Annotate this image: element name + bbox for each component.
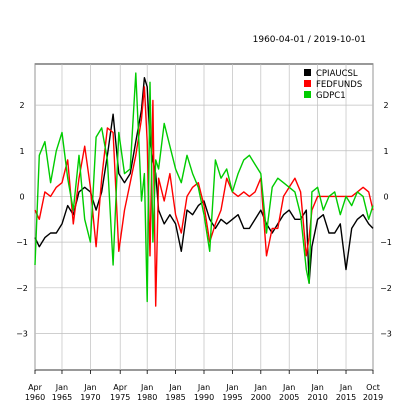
x-tick-year: 2005 <box>279 393 299 402</box>
y-tick-label-left: 0 <box>19 192 24 201</box>
y-tick-label-right: 2 <box>383 101 388 110</box>
y-axis-left: 2 1 0 −1 −2 −3 <box>16 101 28 338</box>
legend-label: CPIAUCSL <box>316 69 358 79</box>
x-tick-year: 2010 <box>307 393 327 402</box>
x-tick-month: Jan <box>197 383 210 392</box>
x-tick-month: Jan <box>339 383 352 392</box>
x-tick-year: 1990 <box>194 393 214 402</box>
y-tick-label-left: −1 <box>16 238 28 247</box>
x-tick-month: Jan <box>310 383 323 392</box>
legend-label: FEDFUNDS <box>316 80 362 90</box>
x-tick-month: Jan <box>168 383 181 392</box>
y-tick-label-left: 1 <box>19 147 24 156</box>
y-tick-label-right: −3 <box>380 329 392 338</box>
x-tick-month: Jan <box>282 383 295 392</box>
x-tick-year: 1965 <box>52 393 72 402</box>
y-tick-label-left: 2 <box>19 101 24 110</box>
series-layer <box>34 72 374 307</box>
x-tick-month: Jan <box>140 383 153 392</box>
x-tick-year: 2019 <box>363 393 383 402</box>
x-tick-month: Jan <box>225 383 238 392</box>
y-tick-label-left: −2 <box>16 284 28 293</box>
x-tick-month: Jan <box>55 383 68 392</box>
x-tick-month: Oct <box>366 383 380 392</box>
x-tick-year: 1960 <box>25 393 45 402</box>
x-tick-year: 1995 <box>222 393 242 402</box>
legend-swatch-gdpc1 <box>304 91 311 98</box>
x-tick-year: 1975 <box>110 393 130 402</box>
x-tick-month: Jan <box>254 383 267 392</box>
series-line-gdpc1 <box>34 72 374 303</box>
x-tick-month: Jan <box>83 383 96 392</box>
legend-swatch-cpiaucsl <box>304 69 311 76</box>
y-tick-label-right: 1 <box>383 147 388 156</box>
x-tick-month: Apr <box>28 383 43 392</box>
x-tick-year: 1985 <box>165 393 185 402</box>
x-tick-year: 2000 <box>251 393 271 402</box>
y-tick-label-left: −3 <box>16 329 28 338</box>
x-tick-year: 1970 <box>80 393 100 402</box>
legend-swatch-fedfunds <box>304 80 311 87</box>
series-line-cpiaucsl <box>34 76 374 284</box>
chart-subtitle: 1960-04-01 / 2019-10-01 <box>253 35 366 45</box>
y-tick-label-right: −1 <box>380 238 392 247</box>
series-line-fedfunds <box>34 86 374 307</box>
x-tick-year: 1980 <box>137 393 157 402</box>
y-tick-label-right: −2 <box>380 284 392 293</box>
y-tick-label-right: 0 <box>383 192 388 201</box>
x-tick-month: Apr <box>113 383 128 392</box>
legend-label: GDPC1 <box>316 91 346 101</box>
y-axis-right: 2 1 0 −1 −2 −3 <box>380 101 392 338</box>
x-axis: Apr1960Jan1965Jan1970Apr1975Jan1980Jan19… <box>25 370 383 402</box>
x-tick-year: 2015 <box>336 393 356 402</box>
